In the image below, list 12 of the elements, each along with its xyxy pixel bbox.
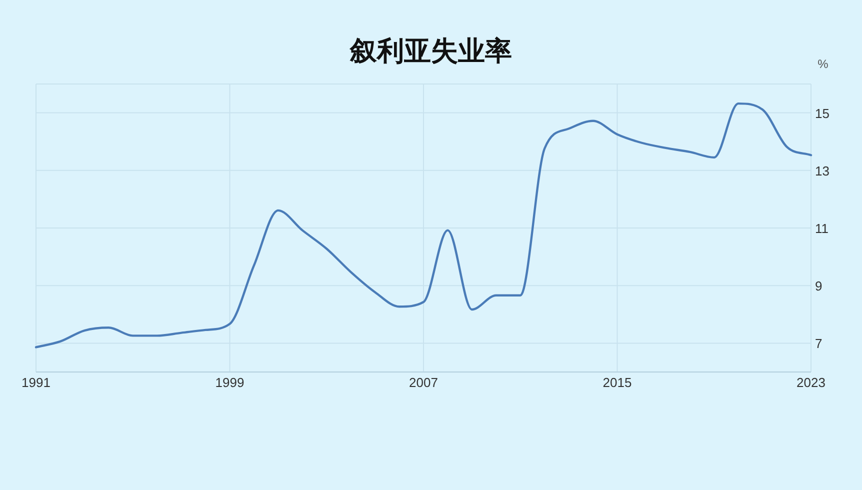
y-axis-title: % xyxy=(818,57,829,71)
y-tick-label: 15 xyxy=(815,106,830,121)
x-tick-label: 1999 xyxy=(215,375,244,390)
y-tick-label: 11 xyxy=(815,221,828,236)
chart-title: 叙利亚失业率 xyxy=(349,36,512,66)
y-tick-label: 7 xyxy=(815,336,822,352)
y-tick-label: 9 xyxy=(815,278,822,294)
x-tick-label: 2007 xyxy=(409,375,438,390)
x-tick-label: 1991 xyxy=(22,375,50,390)
x-tick-label: 2015 xyxy=(602,375,632,390)
x-tick-label: 2023 xyxy=(796,375,826,390)
y-tick-label: 13 xyxy=(815,163,830,178)
